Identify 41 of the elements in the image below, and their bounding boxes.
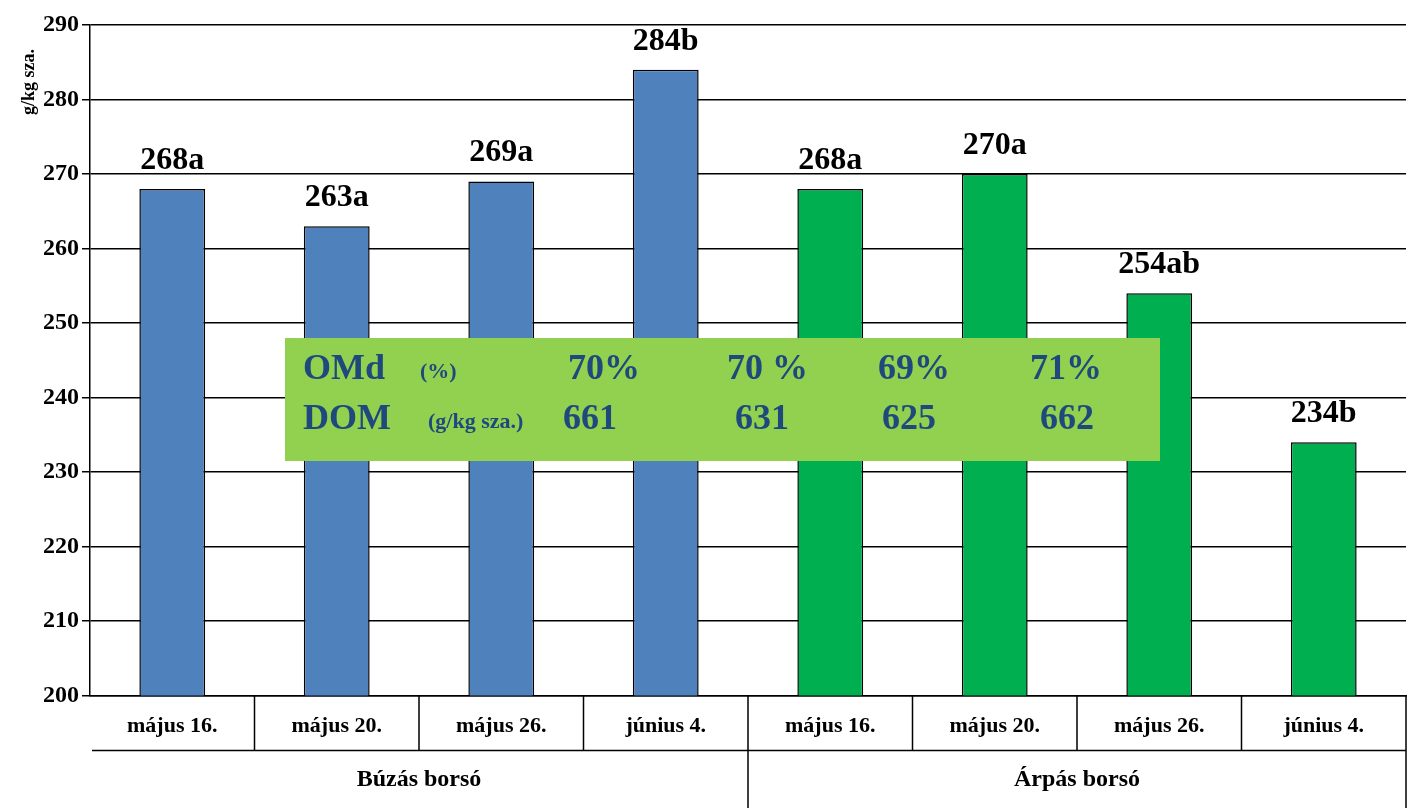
data-label: 268a [798,139,863,176]
x-tick-label: május 20. [949,712,1040,738]
annotation: (g/kg sza.) [428,408,524,434]
text: Búzás borsó [356,764,482,791]
annotation: 631 [735,396,789,438]
annotation: 70 % [727,346,808,388]
annotation: (%) [420,358,457,384]
x-tick-label: június 4. [624,712,707,738]
x-tick-label: június 4. [1282,712,1365,738]
y-tick-label: 250 [43,308,79,335]
data-label: 254ab [1118,244,1201,281]
data-label: 234b [1290,393,1357,430]
data-label: 270a [962,125,1027,162]
data-label: 284b [632,20,699,57]
y-tick-label: 210 [43,606,79,633]
y-tick-label: 200 [43,680,79,707]
y-tick-label: 220 [43,531,79,558]
data-label: 268a [140,139,205,176]
data-label: 263a [304,177,369,214]
annotation: 661 [563,396,617,438]
y-tick-label: 290 [43,10,79,37]
annotation: 70% [568,346,640,388]
x-tick-label: május 16. [785,712,876,738]
data-label: 269a [469,132,534,169]
y-tick-label: 230 [43,457,79,484]
y-tick-label: 280 [43,84,79,111]
annotation: 625 [882,396,936,438]
annotation: 662 [1040,396,1094,438]
y-axis-title: g/kg sza. [18,48,38,115]
annotation: 71% [1030,346,1102,388]
x-tick-label: május 26. [456,712,547,738]
y-tick-label: 240 [43,382,79,409]
x-tick-label: május 26. [1114,712,1205,738]
annotation: 69% [878,346,950,388]
y-tick-label: 270 [43,159,79,186]
x-tick-label: május 20. [291,712,382,738]
x-tick-label: május 16. [127,712,218,738]
text: Árpás borsó [1013,764,1141,791]
y-tick-label: 260 [43,233,79,260]
annotation: OMd [303,346,386,388]
annotation: DOM [303,396,391,438]
